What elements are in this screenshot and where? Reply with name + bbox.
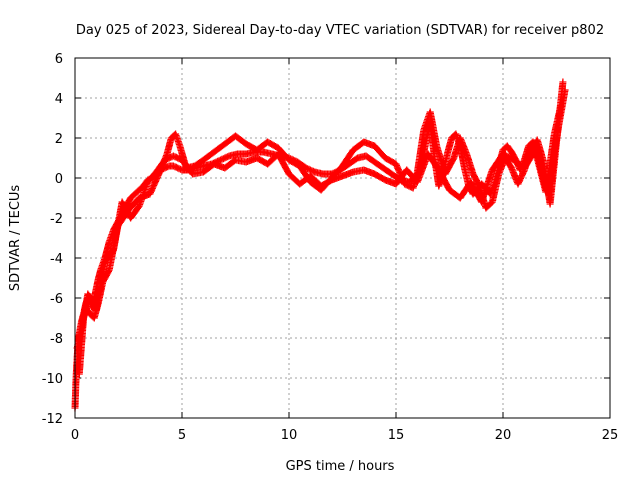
y-tick-label: 2 [55, 132, 63, 147]
x-tick-label: 0 [71, 428, 79, 443]
y-tick-label: -10 [42, 372, 63, 387]
series-track-a [71, 86, 569, 412]
y-tick-label: -8 [50, 332, 63, 347]
chart-title: Day 025 of 2023, Sidereal Day-to-day VTE… [76, 23, 604, 38]
y-tick-label: -4 [50, 252, 63, 267]
y-tick-label: -2 [50, 212, 63, 227]
x-tick-label: 25 [602, 428, 619, 443]
y-tick-label: 4 [55, 92, 63, 107]
y-tick-label: -6 [50, 292, 63, 307]
x-axis-label: GPS time / hours [286, 459, 395, 474]
data-points [71, 78, 569, 412]
plot-frame [74, 57, 611, 419]
y-tick-label: 6 [55, 52, 63, 67]
gridlines [75, 58, 610, 418]
series-track-b [73, 78, 567, 352]
y-axis-ticks: -12 -10 -8 -6 -4 -2 0 2 4 6 [42, 52, 610, 427]
x-tick-label: 20 [495, 428, 512, 443]
x-tick-label: 5 [178, 428, 186, 443]
data-point [557, 102, 565, 110]
y-axis-label: SDTVAR / TECUs [8, 185, 23, 292]
y-tick-label: 0 [55, 172, 63, 187]
series-track-c [75, 102, 565, 378]
y-tick-label: -12 [42, 412, 63, 427]
x-axis-ticks: 0 5 10 15 20 25 [71, 58, 618, 443]
x-tick-label: 10 [281, 428, 298, 443]
x-tick-label: 15 [388, 428, 405, 443]
data-point [559, 78, 567, 86]
